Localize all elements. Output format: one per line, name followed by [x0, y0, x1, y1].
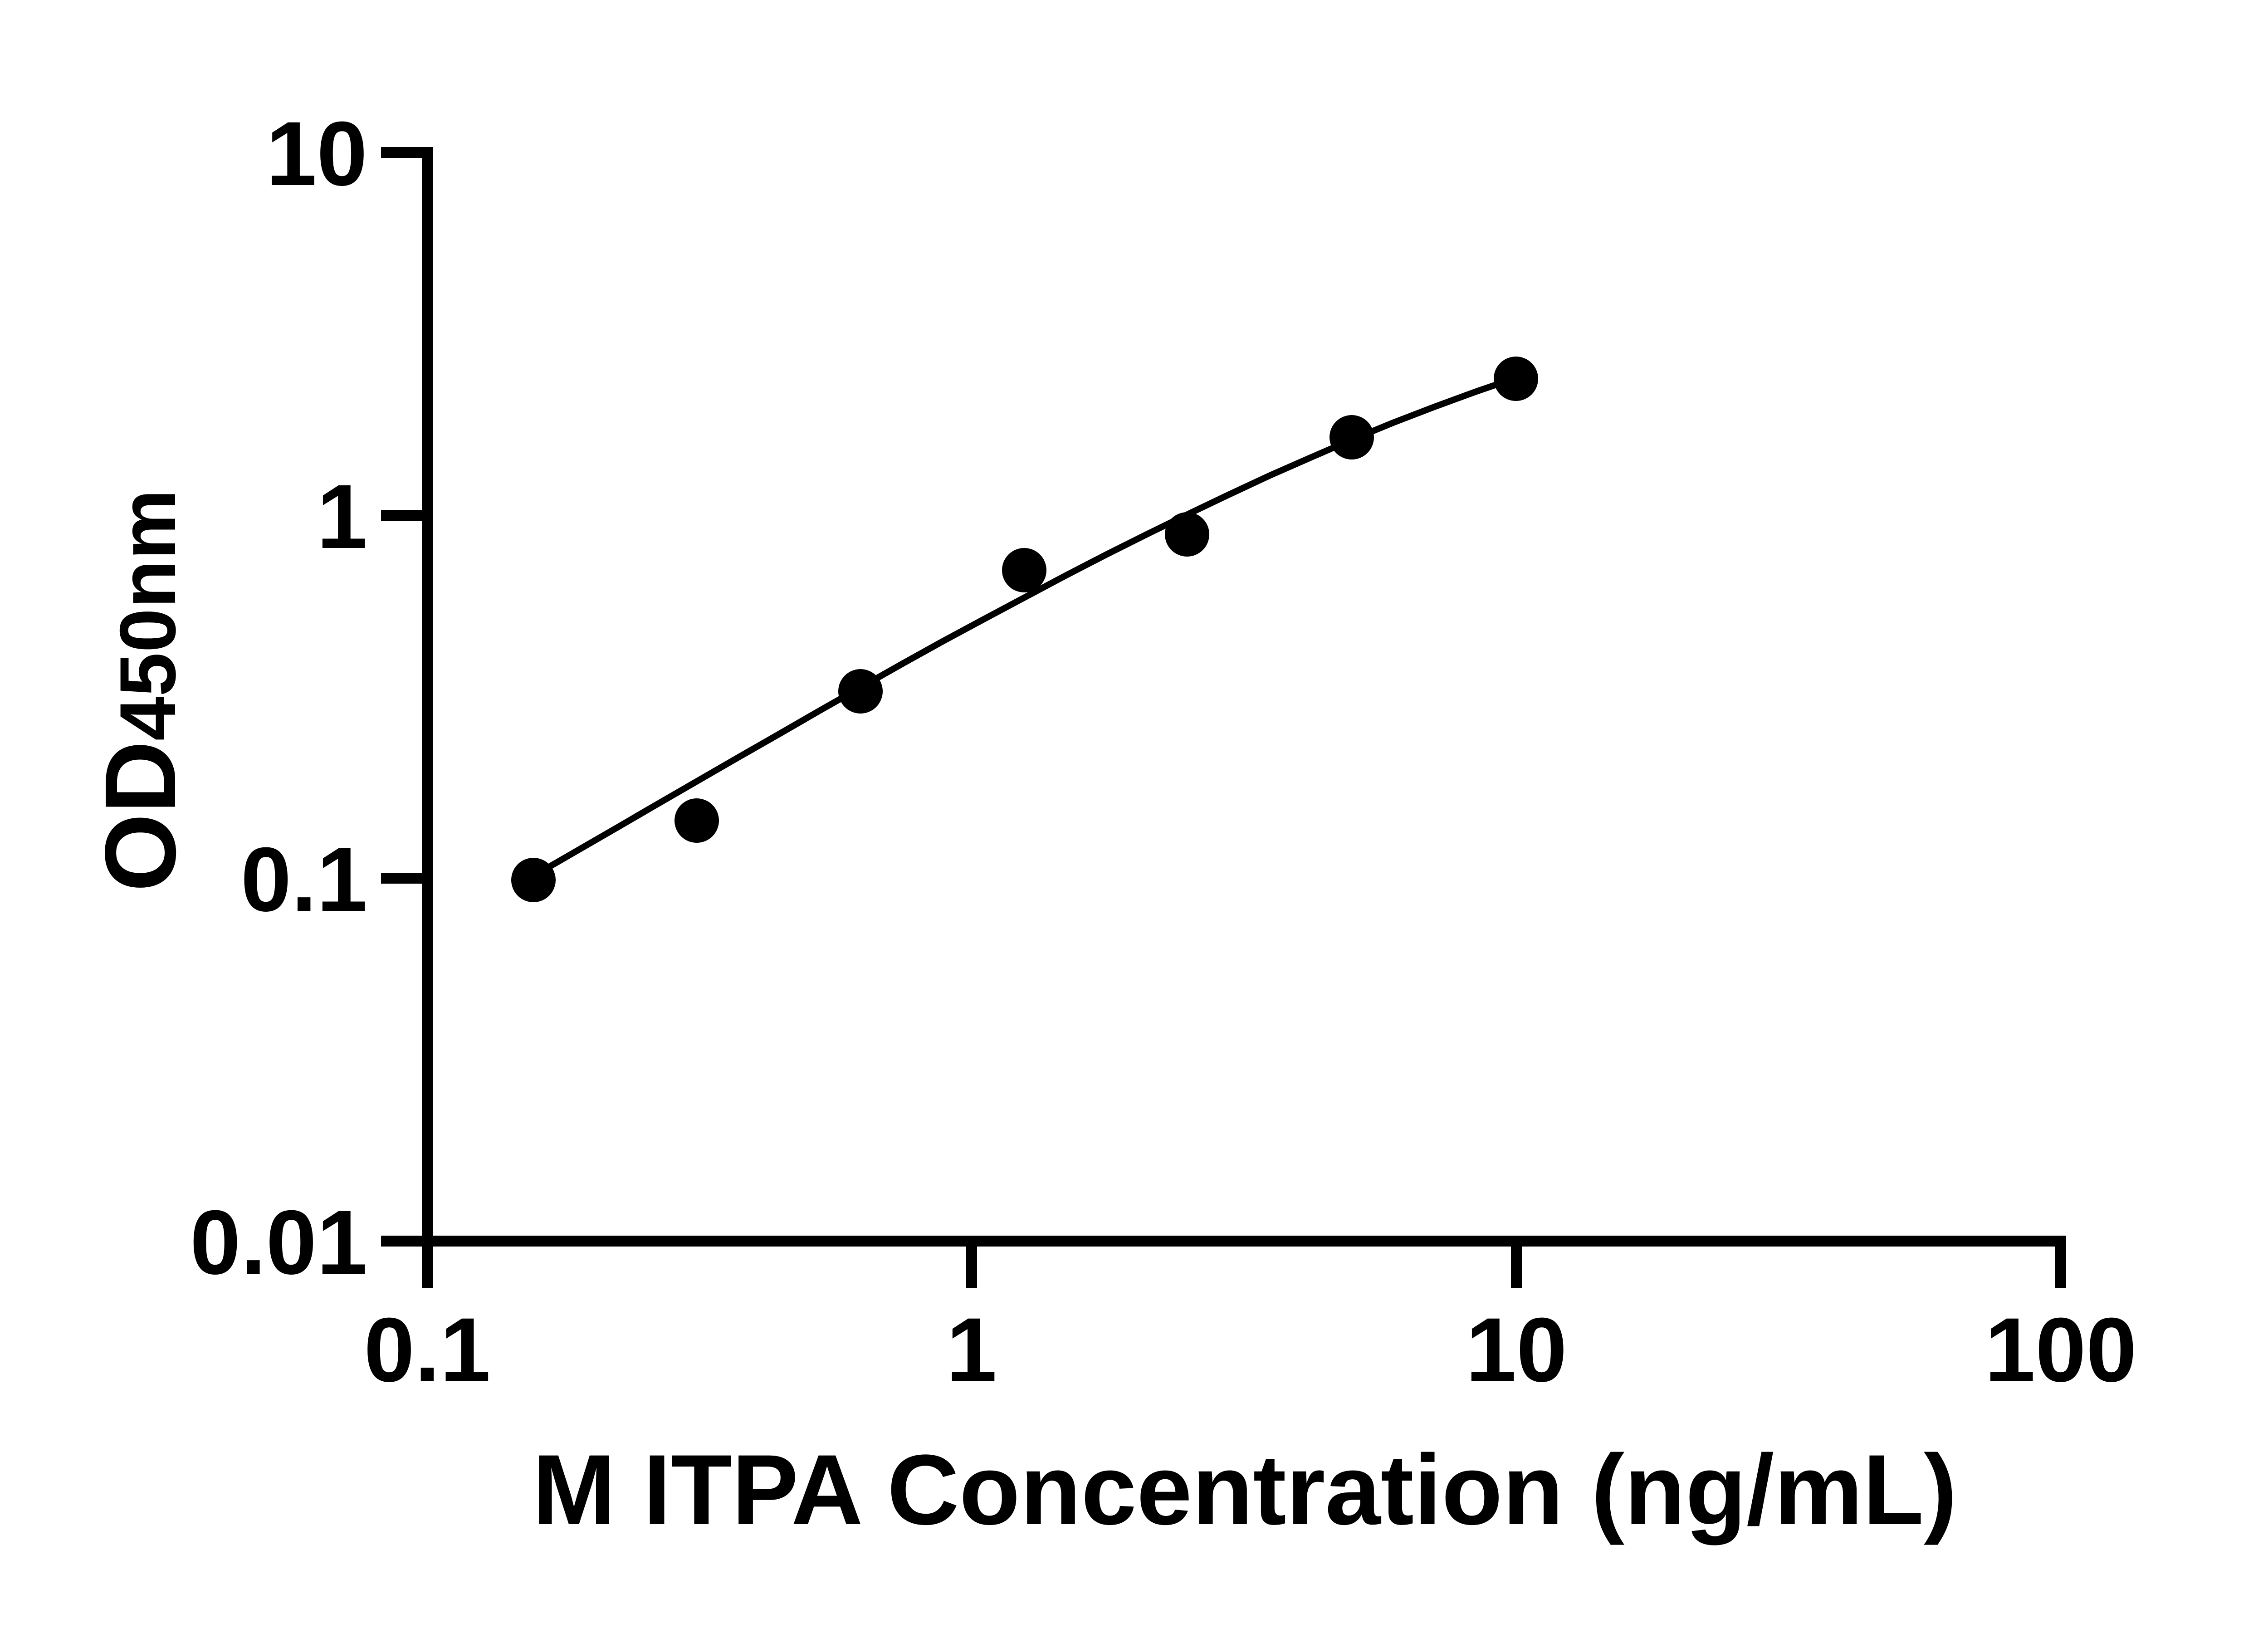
svg-text:100: 100	[1984, 1299, 2136, 1401]
svg-text:10: 10	[1466, 1299, 1567, 1401]
svg-text:0.1: 0.1	[241, 828, 367, 930]
svg-text:0.1: 0.1	[364, 1299, 490, 1401]
svg-text:0.01: 0.01	[190, 1191, 367, 1293]
svg-text:OD450nm: OD450nm	[84, 489, 197, 892]
svg-text:1: 1	[946, 1299, 997, 1401]
svg-text:M ITPA Concentration (ng/mL): M ITPA Concentration (ng/mL)	[533, 1434, 1957, 1545]
svg-text:1: 1	[317, 465, 367, 567]
svg-text:10: 10	[266, 103, 367, 205]
